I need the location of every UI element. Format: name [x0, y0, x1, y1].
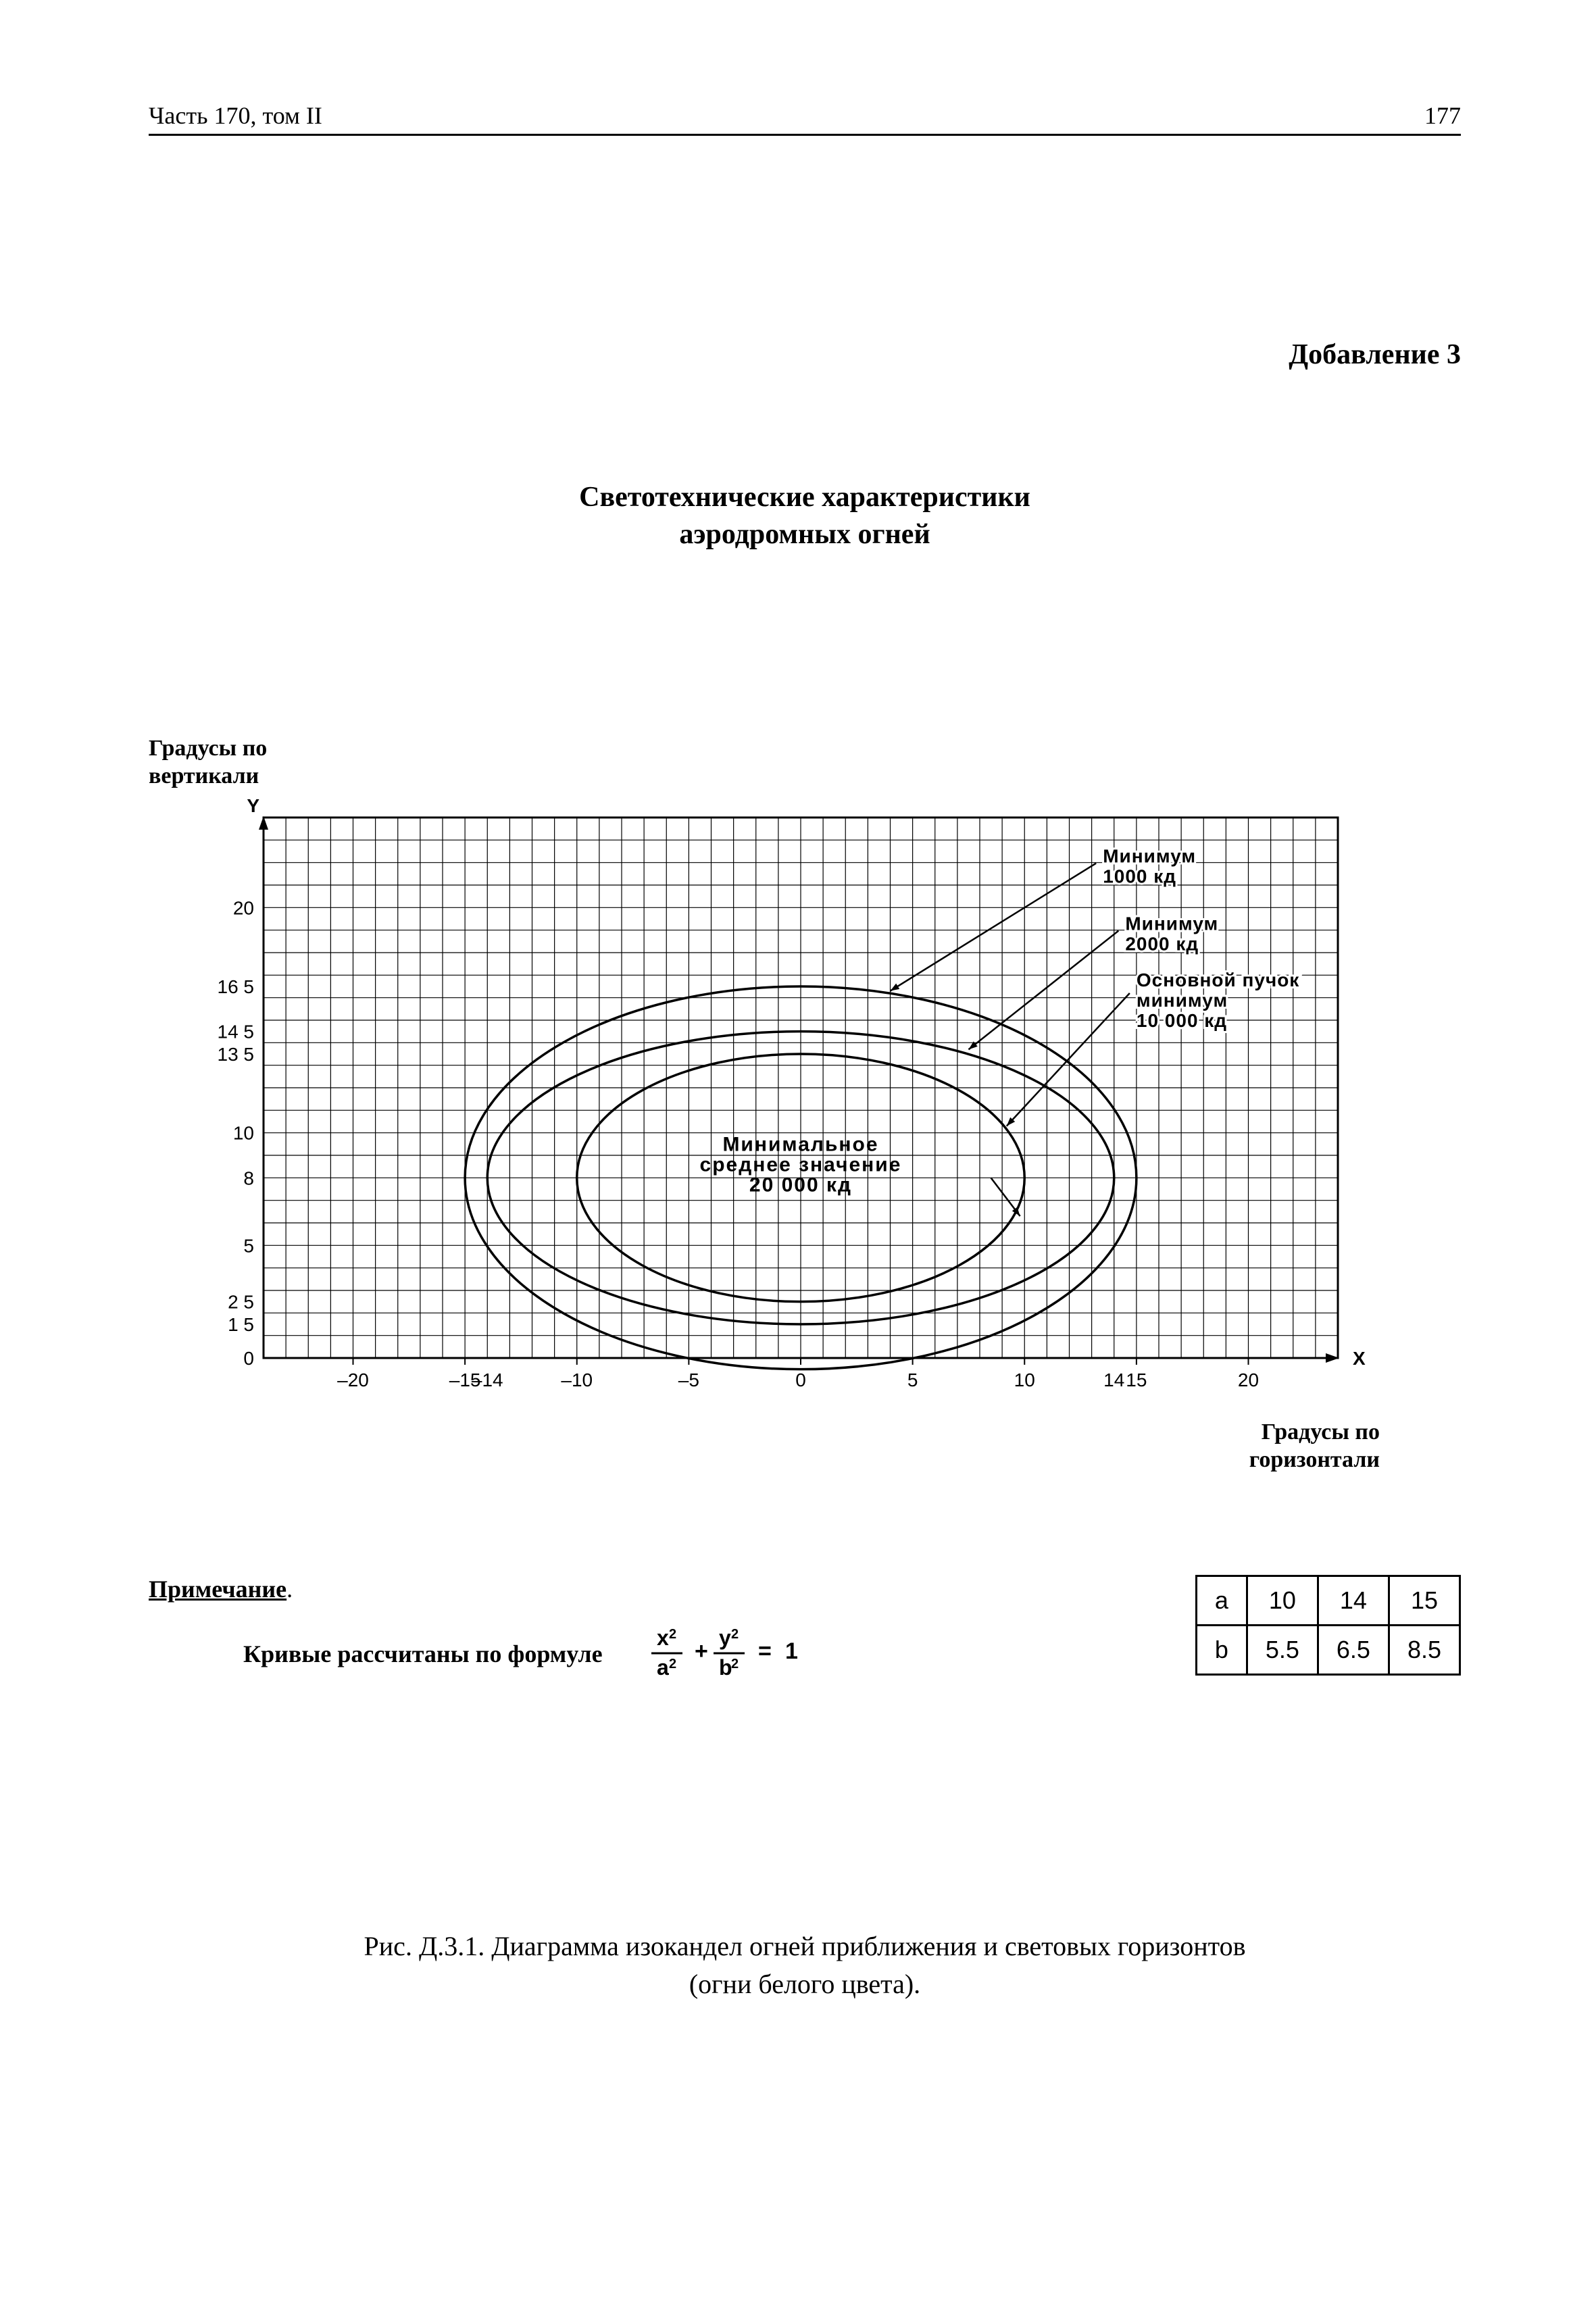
- formula-intro: Кривые рассчитаны по формуле: [243, 1640, 603, 1668]
- header-page-number: 177: [1424, 101, 1461, 130]
- svg-text:Основной пучок: Основной пучок: [1137, 970, 1299, 990]
- table-row: a101415: [1196, 1576, 1460, 1626]
- x-axis-label: Градусы по горизонтали: [149, 1419, 1461, 1474]
- svg-text:–14: –14: [472, 1369, 503, 1390]
- table-cell: 6.5: [1318, 1626, 1389, 1675]
- svg-text:5: 5: [243, 1235, 254, 1256]
- svg-text:20: 20: [1238, 1369, 1259, 1390]
- table-cell: 8.5: [1389, 1626, 1460, 1675]
- svg-text:0: 0: [795, 1369, 806, 1390]
- svg-text:–5: –5: [678, 1369, 699, 1390]
- svg-text:16 5: 16 5: [218, 976, 255, 997]
- svg-text:1 5: 1 5: [228, 1314, 254, 1335]
- svg-text:–20: –20: [337, 1369, 369, 1390]
- isocandela-chart: XY–20–15–10–505101520–14140510201 52 581…: [189, 797, 1372, 1405]
- caption-line-1: Рис. Д.3.1. Диаграмма изокандел огней пр…: [364, 1931, 1246, 1961]
- figure-caption: Рис. Д.3.1. Диаграмма изокандел огней пр…: [149, 1928, 1461, 2003]
- svg-text:2: 2: [669, 1627, 676, 1642]
- note-heading: Примечание: [149, 1576, 286, 1603]
- svg-text:8: 8: [243, 1167, 254, 1188]
- table-cell: a: [1196, 1576, 1247, 1626]
- svg-text:14 5: 14 5: [218, 1021, 255, 1042]
- svg-text:2 5: 2 5: [228, 1291, 254, 1312]
- note-section: Примечание. Кривые рассчитаны по формуле…: [149, 1575, 1461, 1684]
- formula-line: Кривые рассчитаны по формуле x2 a2 + y2 …: [149, 1624, 1168, 1684]
- svg-text:–10: –10: [561, 1369, 593, 1390]
- svg-text:20 000 кд: 20 000 кд: [749, 1174, 852, 1196]
- svg-text:Минимум: Минимум: [1103, 845, 1196, 866]
- svg-text:10 000 кд: 10 000 кд: [1137, 1010, 1227, 1031]
- svg-text:10: 10: [233, 1122, 254, 1143]
- svg-text:1: 1: [785, 1638, 798, 1664]
- svg-text:a: a: [657, 1655, 669, 1680]
- svg-text:b: b: [719, 1655, 732, 1680]
- caption-line-2: (огни белого цвета).: [689, 1969, 920, 1999]
- svg-text:X: X: [1353, 1348, 1366, 1369]
- svg-text:10: 10: [1014, 1369, 1035, 1390]
- svg-text:y: y: [719, 1626, 731, 1650]
- table-row: b5.56.58.5: [1196, 1626, 1460, 1675]
- svg-text:2: 2: [731, 1657, 739, 1671]
- svg-text:2: 2: [669, 1657, 676, 1671]
- svg-text:Y: Y: [247, 797, 259, 816]
- svg-text:20: 20: [233, 897, 254, 918]
- svg-text:среднее значение: среднее значение: [700, 1153, 902, 1176]
- table-cell: 10: [1247, 1576, 1318, 1626]
- svg-text:1000 кд: 1000 кд: [1103, 865, 1176, 886]
- svg-text:2000 кд: 2000 кд: [1125, 933, 1199, 954]
- page-header: Часть 170, том II 177: [149, 101, 1461, 136]
- svg-text:минимум: минимум: [1137, 990, 1228, 1011]
- header-left: Часть 170, том II: [149, 101, 322, 130]
- chart-block: Градусы по вертикали XY–20–15–10–5051015…: [149, 735, 1461, 1474]
- table-cell: b: [1196, 1626, 1247, 1675]
- svg-text:5: 5: [907, 1369, 918, 1390]
- svg-text:13 5: 13 5: [218, 1044, 255, 1065]
- svg-text:Минимальное: Минимальное: [722, 1133, 878, 1155]
- section-title-line-1: Светотехнические характеристики: [579, 482, 1030, 513]
- svg-text:14: 14: [1103, 1369, 1124, 1390]
- table-cell: 5.5: [1247, 1626, 1318, 1675]
- svg-text:x: x: [657, 1626, 669, 1650]
- y-axis-label: Градусы по вертикали: [149, 735, 1461, 790]
- formula-icon: x2 a2 + y2 b2 = 1: [643, 1624, 819, 1684]
- svg-text:=: =: [758, 1638, 772, 1664]
- svg-text:0: 0: [243, 1348, 254, 1369]
- svg-text:15: 15: [1126, 1369, 1147, 1390]
- table-cell: 14: [1318, 1576, 1389, 1626]
- svg-text:+: +: [695, 1638, 708, 1664]
- section-title-line-2: аэродромных огней: [679, 519, 930, 550]
- section-title: Светотехнические характеристики аэродром…: [149, 479, 1461, 553]
- appendix-title: Добавление 3: [149, 338, 1461, 371]
- svg-text:Минимум: Минимум: [1125, 913, 1218, 934]
- table-cell: 15: [1389, 1576, 1460, 1626]
- svg-text:2: 2: [731, 1627, 739, 1642]
- parameter-table: a101415b5.56.58.5: [1195, 1575, 1461, 1676]
